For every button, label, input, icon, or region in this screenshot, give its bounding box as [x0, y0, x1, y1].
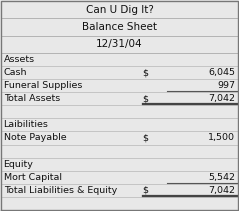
Text: Balance Sheet: Balance Sheet — [82, 22, 157, 32]
Text: 7,042: 7,042 — [208, 186, 235, 195]
Text: 5,542: 5,542 — [208, 173, 235, 182]
Text: $: $ — [142, 68, 148, 77]
Text: Mort Capital: Mort Capital — [4, 173, 62, 182]
Text: 1,500: 1,500 — [208, 134, 235, 142]
Text: 997: 997 — [217, 81, 235, 90]
Text: 6,045: 6,045 — [208, 68, 235, 77]
Text: Cash: Cash — [4, 68, 27, 77]
Text: $: $ — [142, 94, 148, 103]
Text: 12/31/04: 12/31/04 — [96, 39, 143, 49]
Text: Total Assets: Total Assets — [4, 94, 60, 103]
Text: $: $ — [142, 134, 148, 142]
Text: Laibilities: Laibilities — [4, 120, 49, 129]
Text: 7,042: 7,042 — [208, 94, 235, 103]
Text: Can U Dig It?: Can U Dig It? — [86, 5, 153, 15]
Text: Assets: Assets — [4, 55, 35, 64]
Text: $: $ — [142, 186, 148, 195]
Text: Funeral Supplies: Funeral Supplies — [4, 81, 82, 90]
Text: Equity: Equity — [4, 160, 33, 169]
Text: Note Payable: Note Payable — [4, 134, 66, 142]
Text: Total Liabilities & Equity: Total Liabilities & Equity — [4, 186, 117, 195]
